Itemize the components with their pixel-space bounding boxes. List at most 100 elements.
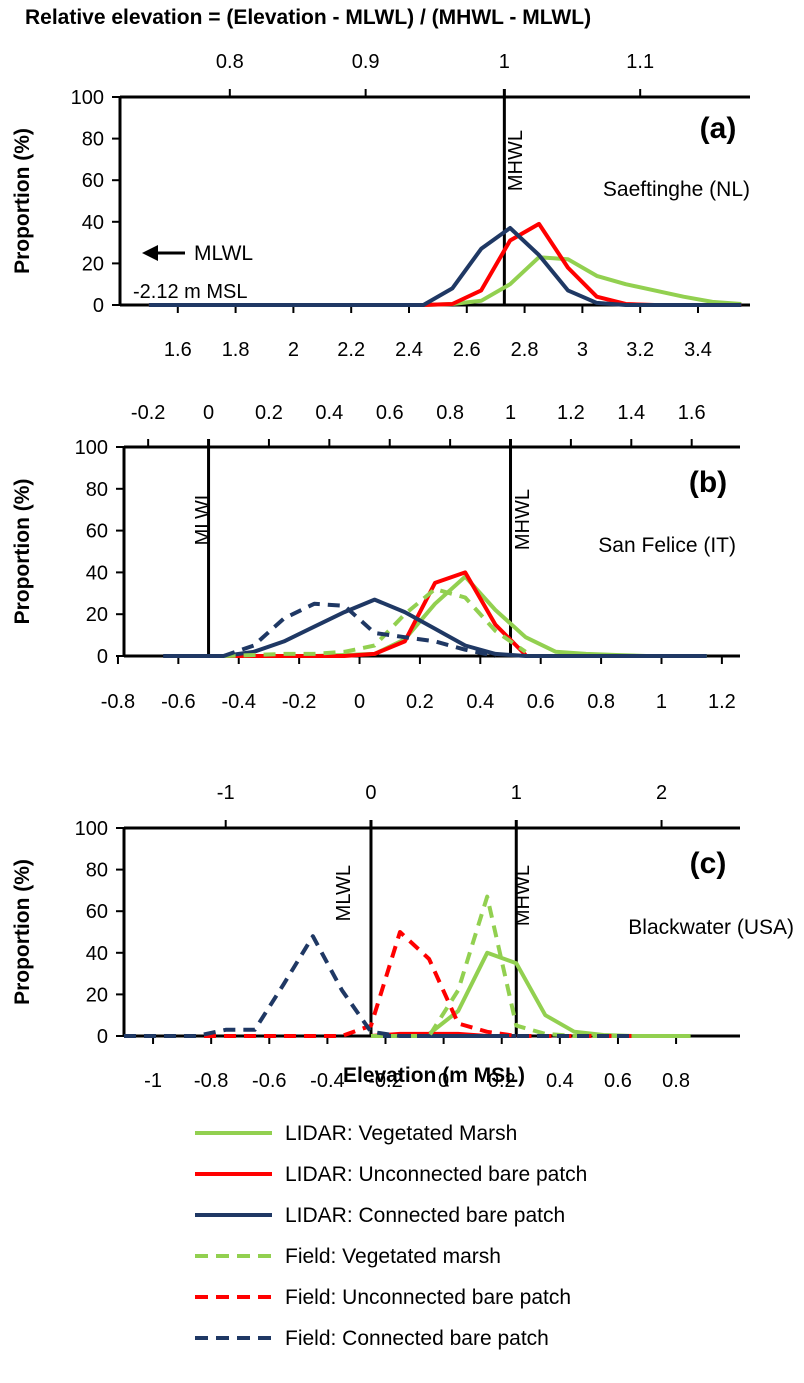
y-tick-label: 0: [97, 646, 108, 668]
chart-panel-a: 0 20 40 60 80 100 1.6 1.8 2 2.2 2.4 2.6 2.8 3 3.2 3.4 0.…: [11, 51, 750, 361]
x-tick-label: 2.8: [511, 339, 539, 361]
legend: LIDAR: Vegetated Marsh LIDAR: Unconnected…: [195, 1122, 587, 1350]
x-tick-label: -0.6: [252, 1070, 286, 1092]
y-axis-title: Proportion (%): [11, 859, 34, 1005]
top-axis-tick-label: 1.6: [678, 402, 706, 424]
reference-line-label: MHWL: [505, 130, 527, 191]
x-tick-label: 1.8: [222, 339, 250, 361]
x-tick-label: 2: [288, 339, 299, 361]
series-line-2: [148, 226, 742, 307]
legend-item: LIDAR: Connected bare patch: [195, 1204, 565, 1227]
reference-line-label: MHWL: [512, 489, 534, 550]
x-tick-label: 0.8: [662, 1070, 690, 1092]
mlwl-arrow-label: MLWL: [194, 242, 253, 265]
site-label: Saeftinghe (NL): [603, 178, 750, 201]
y-tick-label: 0: [93, 295, 104, 317]
series-line-3: [371, 894, 633, 1038]
top-axis-tick-label: 1.1: [626, 51, 654, 73]
x-tick-label: 0: [438, 1070, 449, 1092]
y-tick-label: 20: [82, 253, 104, 275]
x-tick-label: 0.4: [546, 1070, 574, 1092]
y-tick-label: 20: [86, 984, 108, 1006]
series-line-0: [371, 950, 691, 1038]
top-axis-tick-label: 1: [499, 51, 510, 73]
top-axis-tick-label: 1: [511, 782, 522, 804]
x-tick-label: -0.4: [310, 1070, 344, 1092]
y-tick-label: 100: [71, 87, 104, 109]
legend-item: LIDAR: Vegetated Marsh: [195, 1122, 517, 1145]
x-tick-label: 0.6: [527, 691, 555, 713]
top-axis-tick-label: 0.4: [315, 402, 343, 424]
top-axis-tick-label: -1: [217, 782, 235, 804]
y-tick-label: 100: [75, 818, 108, 840]
panel-label: (a): [700, 112, 737, 145]
top-axis-tick-label: 0.8: [436, 402, 464, 424]
top-axis-tick-label: 0: [203, 402, 214, 424]
series-line-2: [163, 597, 707, 658]
y-axis-title: Proportion (%): [11, 479, 34, 625]
y-tick-label: 40: [82, 212, 104, 234]
top-axis-tick-label: 0.9: [352, 51, 380, 73]
legend-item: Field: Vegetated marsh: [195, 1245, 501, 1268]
x-tick-label: 0.2: [406, 691, 434, 713]
x-tick-label: 0.4: [466, 691, 494, 713]
legend-item: Field: Unconnected bare patch: [195, 1286, 571, 1309]
x-tick-label: 2.2: [337, 339, 365, 361]
y-axis-title: Proportion (%): [11, 128, 34, 274]
reference-line-label: MLWL: [192, 489, 214, 545]
x-tick-label: -0.4: [222, 691, 256, 713]
x-tick-label: 3: [577, 339, 588, 361]
series-line-5: [124, 934, 633, 1038]
top-axis-title: Relative elevation = (Elevation - MLWL) …: [25, 6, 591, 29]
x-tick-label: 0.2: [488, 1070, 516, 1092]
chart-panel-b: 0 20 40 60 80 100 -0.8 -0.6 -0.4 -0.2 0 0.2 0.4 0.6 0.…: [11, 402, 740, 713]
series-line-5: [163, 601, 496, 658]
legend-label: LIDAR: Vegetated Marsh: [285, 1122, 517, 1145]
top-axis-tick-label: 1.4: [617, 402, 645, 424]
site-label: Blackwater (USA): [628, 916, 794, 939]
panel-label: (c): [690, 847, 727, 880]
legend-item: Field: Connected bare patch: [195, 1327, 549, 1350]
x-tick-label: -0.8: [101, 691, 135, 713]
top-axis-tick-label: 2: [656, 782, 667, 804]
mlwl-arrowhead: [142, 245, 158, 261]
legend-label: LIDAR: Unconnected bare patch: [285, 1163, 587, 1186]
panel-label: (b): [689, 466, 727, 499]
legend-label: Field: Connected bare patch: [285, 1327, 549, 1350]
legend-item: LIDAR: Unconnected bare patch: [195, 1163, 587, 1186]
top-axis-tick-label: 0.2: [255, 402, 283, 424]
x-tick-label: 0: [354, 691, 365, 713]
y-tick-label: 40: [86, 943, 108, 965]
reference-line-label: MLWL: [333, 865, 355, 921]
y-tick-label: 100: [75, 437, 108, 459]
y-tick-label: 60: [86, 521, 108, 543]
top-axis-tick-label: 0: [365, 782, 376, 804]
y-tick-label: 80: [86, 860, 108, 882]
x-tick-label: -1: [144, 1070, 162, 1092]
series-line-3: [223, 587, 527, 658]
x-tick-label: 0.6: [604, 1070, 632, 1092]
x-tick-label: 2.6: [453, 339, 481, 361]
top-axis-tick-label: -0.2: [131, 402, 165, 424]
legend-label: Field: Vegetated marsh: [285, 1245, 501, 1268]
site-label: San Felice (IT): [598, 534, 736, 557]
x-tick-label: 3.4: [684, 339, 712, 361]
x-tick-label: -0.2: [368, 1070, 402, 1092]
y-tick-label: 80: [86, 479, 108, 501]
x-tick-label: -0.6: [161, 691, 195, 713]
x-tick-label: -0.2: [282, 691, 316, 713]
x-tick-label: -0.8: [194, 1070, 228, 1092]
x-tick-label: 3.2: [626, 339, 654, 361]
x-tick-label: 1.6: [164, 339, 192, 361]
x-tick-label: 1: [656, 691, 667, 713]
top-axis-tick-label: 1: [505, 402, 516, 424]
x-tick-label: 0.8: [587, 691, 615, 713]
mlwl-sub-label: -2.12 m MSL: [133, 281, 247, 303]
top-axis-tick-label: 1.2: [557, 402, 585, 424]
bottom-axis-title: Elevation (m MSL): [343, 1064, 525, 1087]
top-axis-tick-label: 0.8: [216, 51, 244, 73]
y-tick-label: 20: [86, 604, 108, 626]
